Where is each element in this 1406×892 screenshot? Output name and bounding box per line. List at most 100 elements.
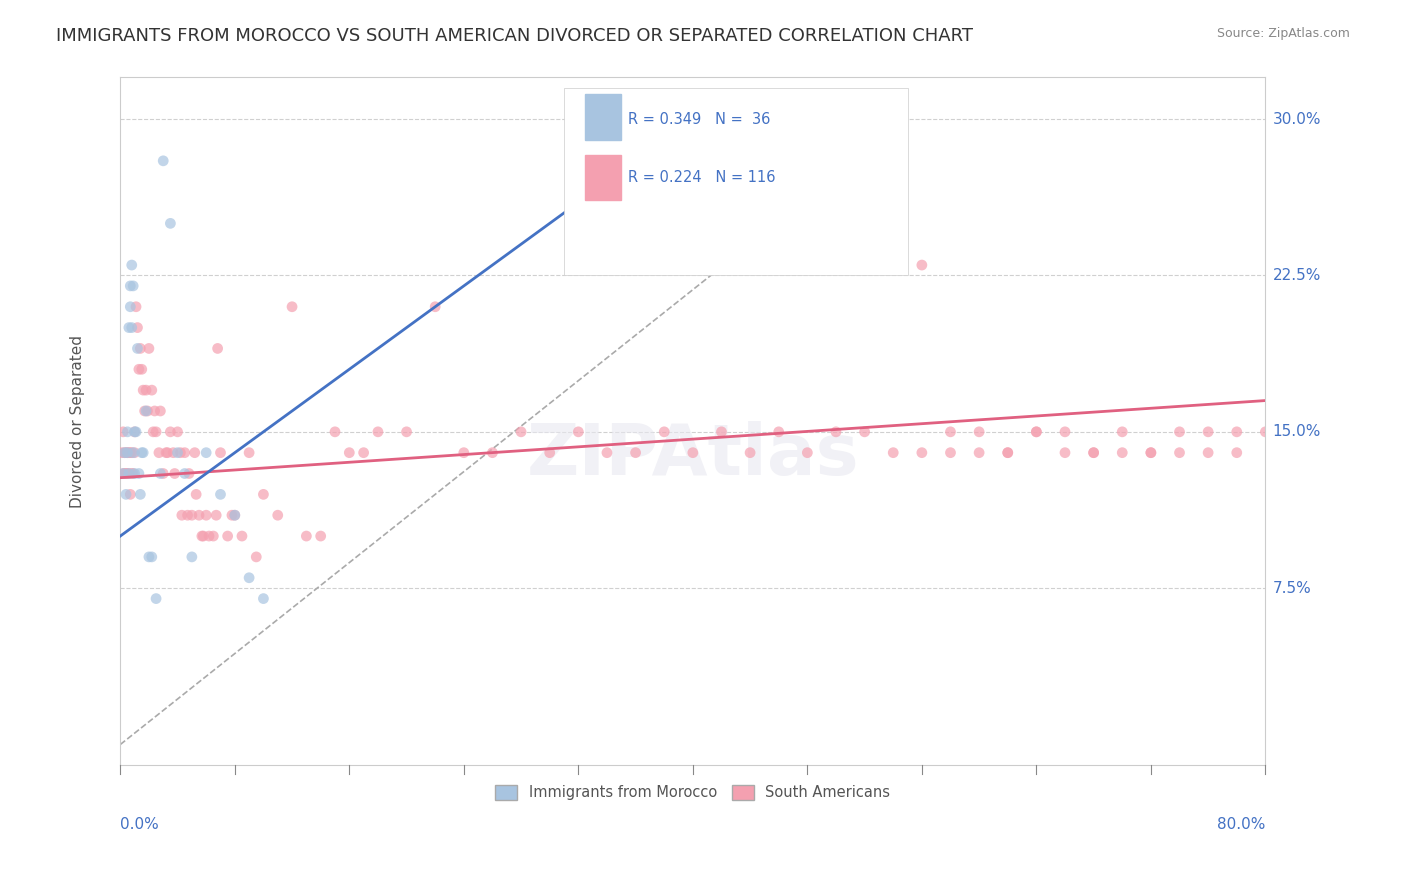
Point	[127, 342, 149, 356]
Point	[173, 445, 195, 459]
Point	[131, 362, 153, 376]
Point	[156, 445, 179, 459]
Point	[252, 487, 274, 501]
Point	[1111, 425, 1133, 439]
Point	[1168, 425, 1191, 439]
Point	[118, 445, 141, 459]
Point	[652, 425, 675, 439]
Point	[1111, 445, 1133, 459]
Point	[1226, 425, 1249, 439]
Point	[114, 467, 136, 481]
Point	[163, 467, 186, 481]
Point	[122, 445, 145, 459]
Point	[1053, 445, 1076, 459]
Point	[191, 529, 214, 543]
Point	[221, 508, 243, 523]
Point	[120, 445, 142, 459]
Point	[128, 362, 150, 376]
Point	[481, 445, 503, 459]
Point	[131, 445, 153, 459]
Point	[1197, 445, 1219, 459]
Point	[1140, 445, 1163, 459]
Point	[183, 445, 205, 459]
Point	[195, 445, 218, 459]
Point	[205, 508, 228, 523]
Point	[882, 445, 904, 459]
Point	[112, 425, 135, 439]
Text: ZIPAtlas: ZIPAtlas	[526, 421, 859, 491]
Point	[115, 445, 138, 459]
Point	[125, 300, 148, 314]
Point	[939, 445, 962, 459]
Text: R = 0.349   N =  36: R = 0.349 N = 36	[628, 112, 770, 127]
Point	[152, 153, 174, 168]
Point	[135, 404, 157, 418]
Legend: Immigrants from Morocco, South Americans: Immigrants from Morocco, South Americans	[489, 780, 896, 806]
Point	[180, 508, 202, 523]
Point	[180, 549, 202, 564]
Point	[145, 591, 167, 606]
Point	[224, 508, 246, 523]
Point	[149, 404, 172, 418]
Point	[145, 425, 167, 439]
Point	[169, 445, 191, 459]
Point	[141, 549, 163, 564]
Point	[128, 467, 150, 481]
Point	[710, 425, 733, 439]
Point	[825, 425, 848, 439]
Point	[118, 467, 141, 481]
Bar	[585, 154, 621, 201]
Point	[117, 445, 139, 459]
Point	[155, 445, 177, 459]
Point	[1254, 425, 1277, 439]
Point	[170, 508, 193, 523]
Point	[121, 467, 143, 481]
Point	[115, 487, 138, 501]
Point	[224, 508, 246, 523]
Point	[217, 529, 239, 543]
Point	[1025, 425, 1047, 439]
Point	[121, 320, 143, 334]
Point	[159, 216, 181, 230]
Point	[193, 529, 215, 543]
Point	[177, 467, 200, 481]
Point	[209, 445, 232, 459]
Point	[1083, 445, 1105, 459]
Point	[120, 300, 142, 314]
Point	[1140, 445, 1163, 459]
Point	[159, 425, 181, 439]
Point	[117, 445, 139, 459]
Point	[186, 487, 208, 501]
Point	[231, 529, 253, 543]
Point	[267, 508, 290, 523]
Point	[281, 300, 304, 314]
Point	[112, 467, 135, 481]
Point	[135, 383, 157, 397]
Point	[122, 279, 145, 293]
Point	[353, 445, 375, 459]
Point	[115, 467, 138, 481]
Text: 22.5%: 22.5%	[1272, 268, 1320, 283]
Point	[127, 320, 149, 334]
Point	[738, 445, 761, 459]
Point	[143, 404, 166, 418]
Text: 7.5%: 7.5%	[1272, 581, 1312, 596]
Point	[122, 467, 145, 481]
Point	[209, 487, 232, 501]
Point	[1025, 425, 1047, 439]
Point	[142, 425, 165, 439]
Text: 0.0%: 0.0%	[121, 817, 159, 832]
Point	[152, 467, 174, 481]
Point	[125, 425, 148, 439]
Point	[148, 445, 170, 459]
Point	[337, 445, 360, 459]
Point	[567, 425, 589, 439]
Point	[120, 279, 142, 293]
Text: Divorced or Separated: Divorced or Separated	[69, 334, 84, 508]
Point	[188, 508, 211, 523]
Point	[136, 404, 159, 418]
Point	[510, 425, 533, 439]
Point	[124, 467, 146, 481]
Point	[202, 529, 225, 543]
Point	[323, 425, 346, 439]
